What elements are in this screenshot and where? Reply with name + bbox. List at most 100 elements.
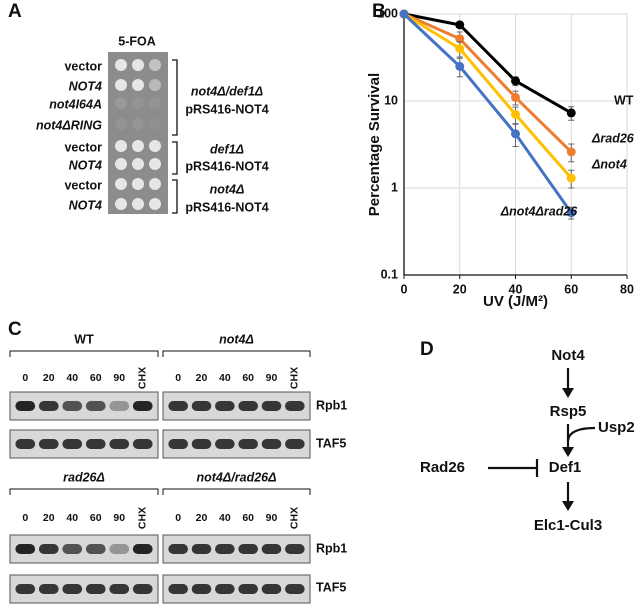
yeast-spot [149, 198, 161, 210]
bracket [162, 350, 311, 357]
band [261, 401, 282, 411]
group-strain: not4Δ [210, 182, 245, 196]
pathway-node: Rsp5 [550, 403, 587, 420]
yeast-spot [132, 59, 144, 71]
band [62, 584, 83, 594]
series-line [403, 12, 573, 153]
lane-label: 90 [113, 372, 125, 384]
lane-label: 90 [113, 512, 125, 524]
band [132, 439, 153, 449]
band [15, 439, 36, 449]
series-line [402, 12, 573, 214]
lane-label: 90 [266, 372, 278, 384]
row-label: vector [64, 140, 102, 154]
pathway-node: Elc1-Cul3 [534, 517, 602, 534]
x-tick-label: 60 [564, 282, 578, 296]
row-label: not4ΔRING [36, 118, 102, 132]
yeast-spot [132, 140, 144, 152]
lane-label: 20 [196, 512, 208, 524]
data-point [511, 76, 520, 86]
group-plasmid: pRS416-NOT4 [185, 102, 268, 116]
yeast-spot [115, 140, 127, 152]
lane-label: 40 [66, 512, 78, 524]
group-plasmid: pRS416-NOT4 [185, 159, 268, 173]
yeast-spot [149, 140, 161, 152]
band [215, 401, 235, 411]
band [168, 439, 188, 449]
band [238, 439, 258, 449]
band [109, 401, 130, 411]
y-tick-label: 1 [391, 180, 398, 194]
bracket [162, 488, 311, 495]
band-label: Rpb1 [316, 541, 347, 555]
band [85, 544, 106, 554]
band [85, 584, 106, 594]
arrow-heads [562, 388, 574, 511]
y-tick-label: 100 [377, 6, 398, 20]
band [285, 401, 305, 411]
series-label: Δnot4Δrad26 [500, 204, 579, 218]
band [191, 439, 212, 449]
band [109, 439, 130, 449]
row-label: NOT4 [69, 79, 102, 93]
band [215, 439, 235, 449]
data-point [511, 109, 520, 119]
yeast-spot [115, 198, 127, 210]
band [168, 584, 188, 594]
x-tick-label: 20 [453, 282, 467, 296]
yeast-spot [115, 97, 127, 109]
panel-letter: D [420, 339, 434, 360]
band [285, 544, 305, 554]
row-label: vector [64, 178, 102, 192]
group-strain: def1Δ [210, 142, 244, 156]
lane-label: 60 [90, 512, 102, 524]
series-line [403, 12, 572, 115]
band [85, 439, 106, 449]
band [215, 544, 235, 554]
y-tick-label: 10 [384, 93, 398, 107]
bracket [9, 350, 159, 357]
band [15, 401, 36, 411]
yeast-spot [149, 158, 161, 170]
band [38, 401, 59, 411]
data-point [566, 173, 576, 183]
lane-label: 0 [175, 512, 181, 524]
band [261, 584, 282, 594]
band [168, 544, 188, 554]
x-tick-label: 80 [620, 282, 634, 296]
data-point [511, 129, 520, 139]
lane-label: 20 [43, 372, 55, 384]
band [62, 544, 83, 554]
band [15, 544, 36, 554]
yeast-spot [132, 178, 144, 190]
lane-label: CHX [289, 367, 301, 389]
row-label: NOT4 [69, 158, 102, 172]
band [15, 584, 36, 594]
yeast-spot [149, 79, 161, 91]
band [191, 544, 212, 554]
data-point [455, 20, 465, 30]
pathway-node: Rad26 [420, 459, 465, 476]
data-point [511, 92, 520, 102]
genotype-label: rad26Δ [63, 470, 105, 484]
band [215, 584, 235, 594]
lane-label: CHX [137, 507, 149, 529]
band [38, 439, 59, 449]
band [38, 584, 59, 594]
group-plasmid: pRS416-NOT4 [185, 200, 268, 214]
panel-letter: A [8, 1, 22, 22]
data-point [455, 34, 465, 44]
data-point [566, 108, 576, 118]
band [38, 544, 59, 554]
yeast-spot [132, 97, 144, 109]
lane-label: 90 [266, 512, 278, 524]
panel-letter: B [372, 1, 386, 22]
lane-label: 40 [66, 372, 78, 384]
y-axis-title: Percentage Survival [366, 73, 383, 216]
genotype-label: WT [74, 332, 94, 346]
band [132, 544, 153, 554]
pathway-arrows [488, 368, 596, 505]
yeast-spot [132, 158, 144, 170]
yeast-spot [115, 118, 127, 130]
band [191, 584, 212, 594]
